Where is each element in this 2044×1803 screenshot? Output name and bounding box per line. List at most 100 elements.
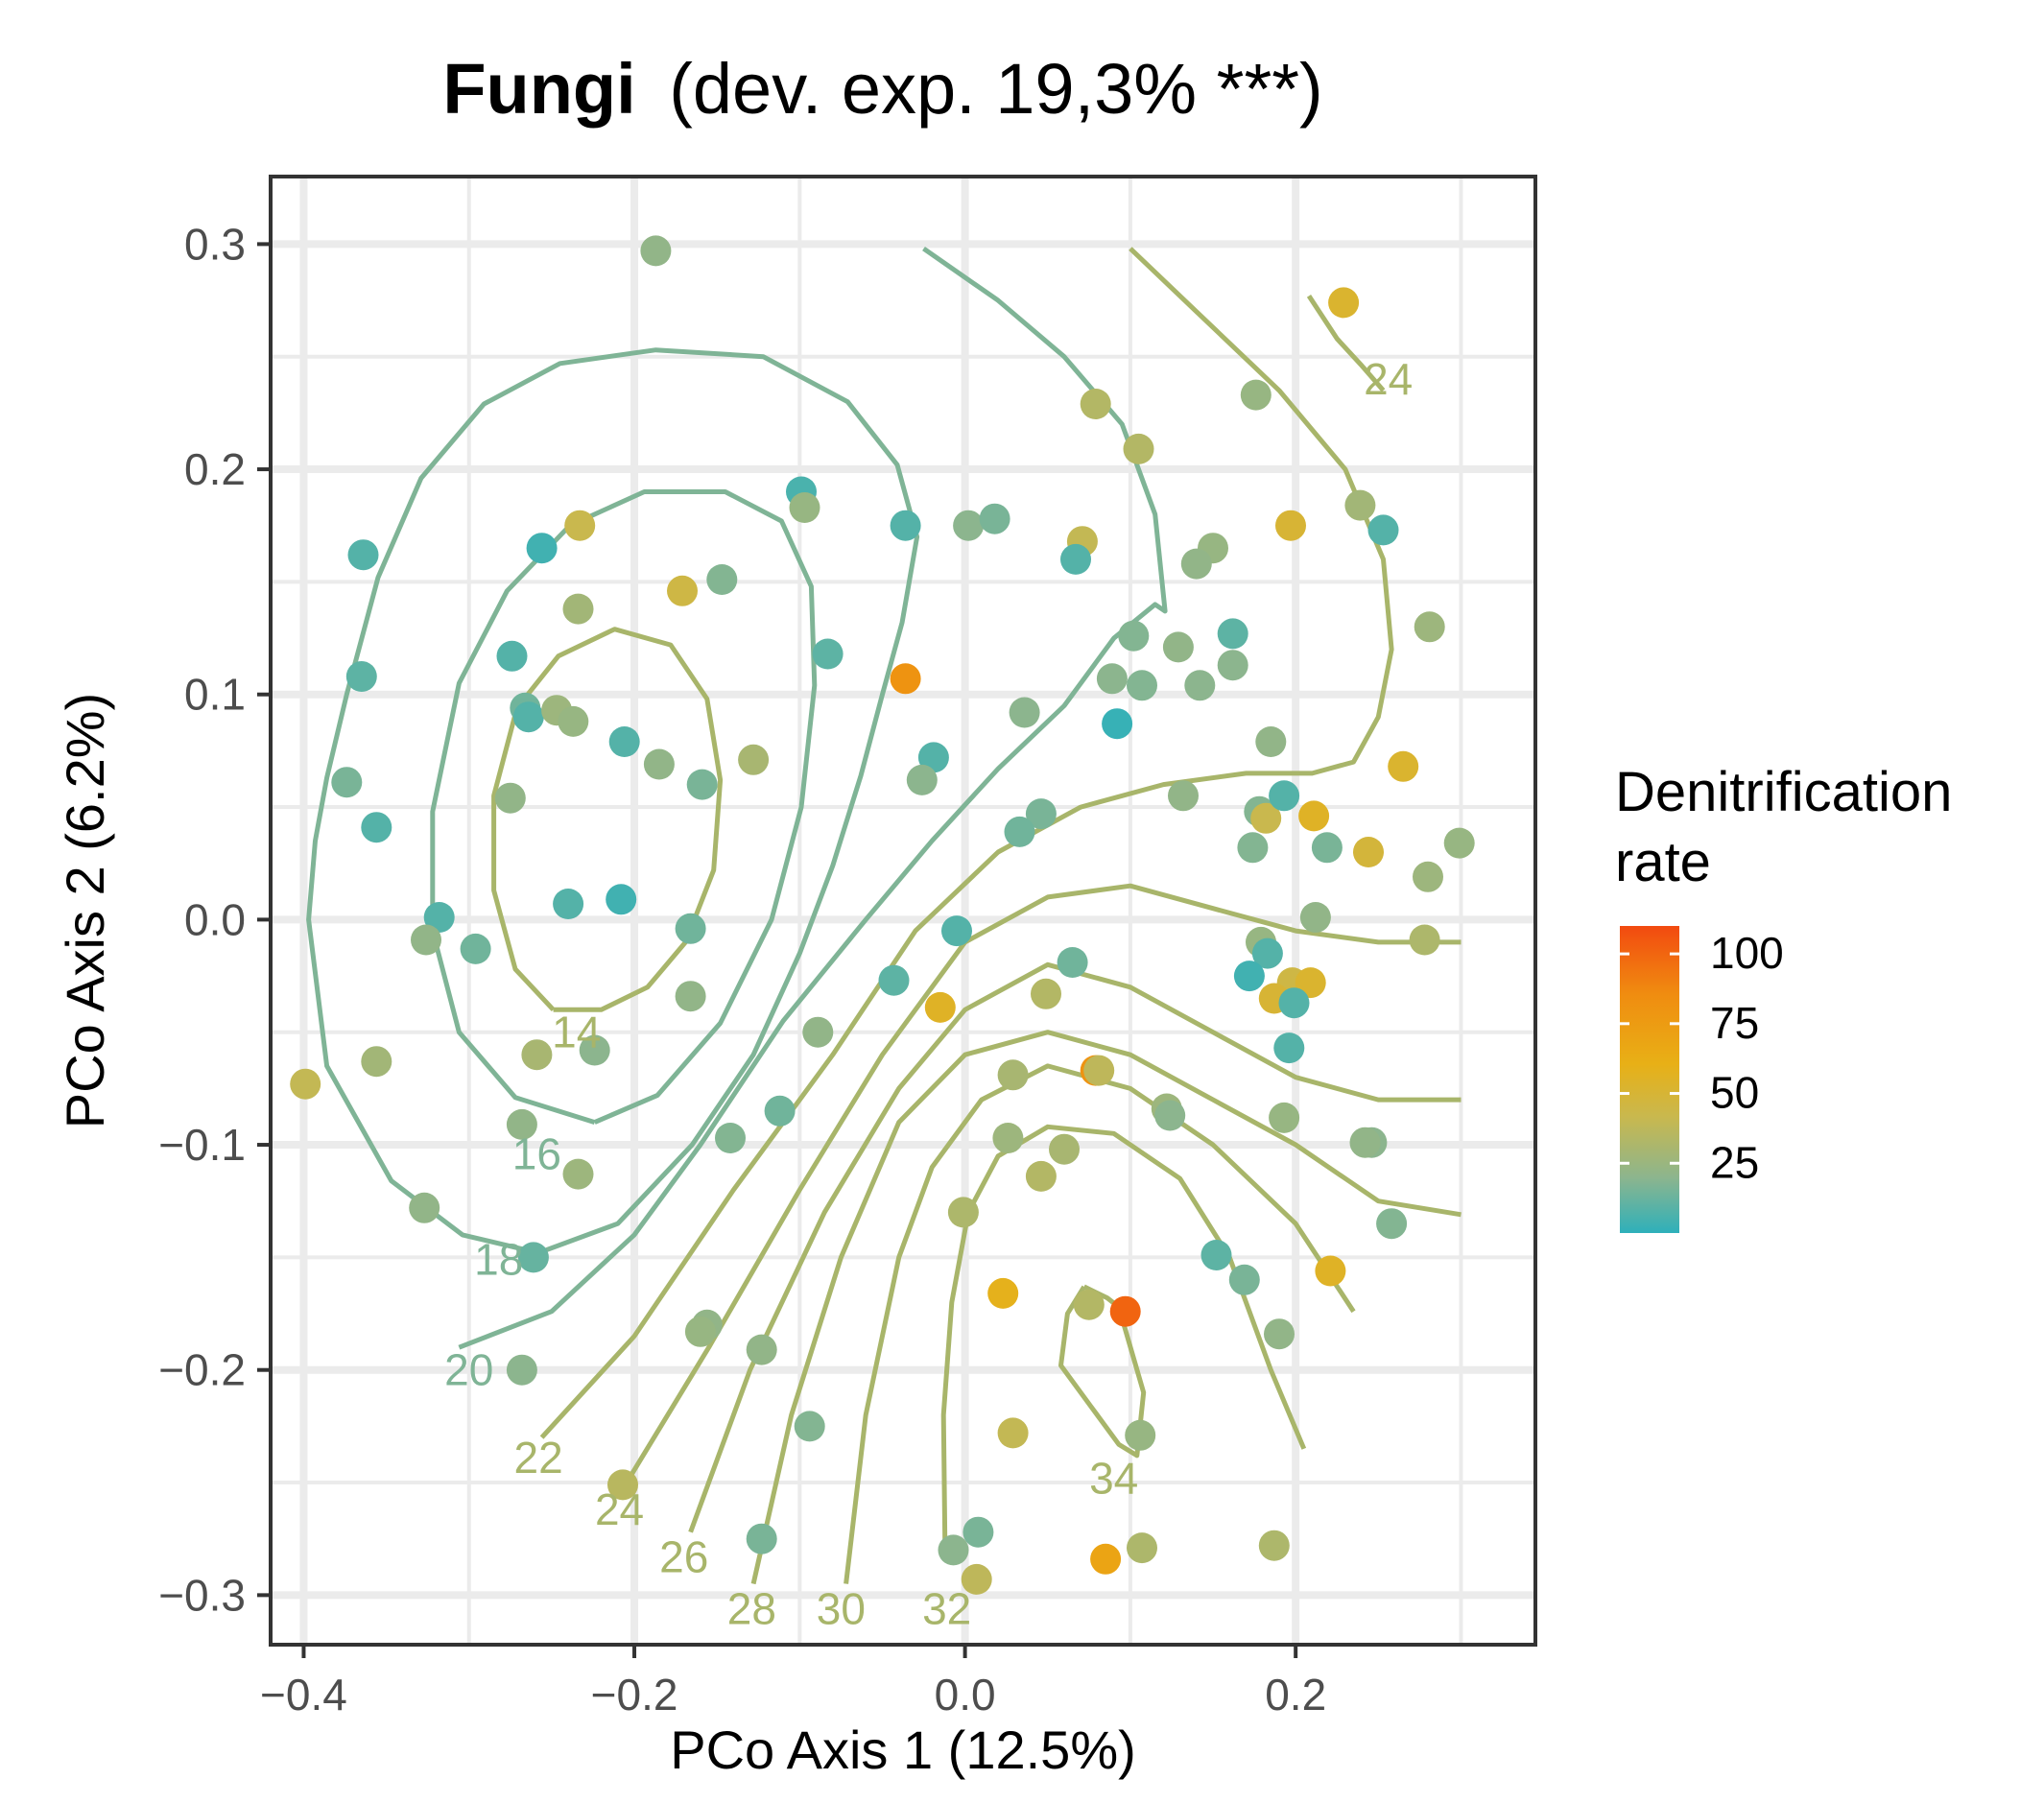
legend-title-line2: rate [1615,831,1711,893]
data-point [1443,827,1475,859]
data-point [1367,514,1399,546]
data-point [1004,816,1035,847]
data-point [1102,708,1133,740]
data-point [1118,620,1150,652]
data-point [1409,924,1440,956]
data-point [992,1123,1024,1153]
x-tick-label: 0.0 [935,1670,996,1720]
contour-line-14 [491,627,724,1012]
data-point [997,1417,1029,1449]
data-point [1413,861,1443,892]
contour-label: 16 [512,1128,561,1178]
data-point [331,767,363,798]
data-point [1344,489,1376,521]
contour-label: 24 [595,1484,644,1534]
data-point [987,1277,1019,1309]
chart-title-bold: Fungi [442,49,635,129]
data-point [512,701,544,733]
data-point [1228,1264,1260,1295]
data-point [1154,1100,1186,1131]
legend-ticks: 100 75 50 25 [1620,928,1784,1187]
data-point [564,510,596,541]
data-point [1298,800,1330,832]
data-point [715,1123,746,1153]
data-point [1025,798,1057,830]
y-tick-label: −0.1 [158,1120,246,1170]
data-point [1264,1318,1295,1350]
data-point [1328,287,1360,319]
data-point [1295,967,1326,999]
legend: Denitrification rate 100 75 50 25 [1615,761,1952,1233]
contour-label: 24 [1364,354,1413,404]
legend-tick-label: 50 [1710,1068,1759,1118]
legend-tick-label: 25 [1710,1137,1759,1187]
data-point [562,593,594,625]
contour-line-28 [750,1030,1462,1585]
data-point [953,510,985,541]
data-point [361,1046,392,1078]
data-point [423,902,455,933]
data-point [1237,832,1269,864]
data-point [643,748,675,780]
data-point [890,510,921,541]
data-point [961,1563,992,1595]
data-point [347,539,379,571]
data-point [606,884,637,915]
contour-line-24 [627,883,1462,1480]
data-point [1109,1295,1141,1327]
data-point [684,1316,716,1347]
data-point [494,782,526,814]
data-point [1090,1543,1122,1575]
data-point [1184,670,1216,701]
data-point [941,915,972,947]
data-point [764,1095,796,1127]
y-tick-label: −0.3 [158,1570,246,1620]
chart-title-rest: (dev. exp. 19,3% ***) [669,49,1322,129]
grid-major [271,177,1535,1645]
data-point [506,1354,537,1386]
data-point [1080,389,1111,419]
contour-label: 28 [727,1583,776,1633]
x-tick-label: −0.2 [591,1670,678,1720]
data-point [1127,1532,1157,1564]
data-point [1275,510,1306,541]
data-point [526,533,558,564]
data-point [746,1334,777,1365]
data-point [812,638,844,670]
y-tick-label: 0.1 [184,670,246,720]
data-point [1083,1055,1115,1086]
data-point [1057,947,1088,978]
contour-line-26 [688,961,1462,1533]
legend-title-line1: Denitrification [1615,761,1952,823]
data-point [1353,837,1384,867]
data-point [1414,611,1445,643]
data-point [1031,978,1061,1009]
contour-line-22 [539,247,1394,1439]
contour-label: 18 [474,1235,523,1285]
contour-label: 14 [552,1008,601,1057]
data-point [1217,650,1248,681]
data-point [558,705,589,737]
data-point [608,726,640,757]
data-point [1251,937,1283,969]
contour-line-18 [306,347,920,1256]
data-point [1127,670,1157,701]
data-point [1388,750,1419,782]
y-axis: 0.3 0.2 0.1 0.0 −0.1 −0.2 −0.3 [158,219,271,1620]
plot-panel: 14 16 18 20 22 24 24 26 28 30 32 34 [269,175,1537,1647]
data-point [802,1016,834,1048]
data-point [1073,1289,1105,1320]
data-point [1250,802,1282,834]
data-point [521,1039,553,1071]
contour-label: 20 [444,1345,493,1395]
contour-label: 22 [514,1433,563,1483]
contour-line-24 [1306,295,1386,392]
data-point [686,769,718,800]
data-point [1049,1133,1080,1165]
data-point [506,1108,537,1140]
data-point [997,1059,1029,1091]
data-point [1125,1419,1156,1451]
x-axis: −0.4 −0.2 0.0 0.2 [260,1645,1326,1720]
data-point [496,640,528,672]
data-point [345,661,377,692]
